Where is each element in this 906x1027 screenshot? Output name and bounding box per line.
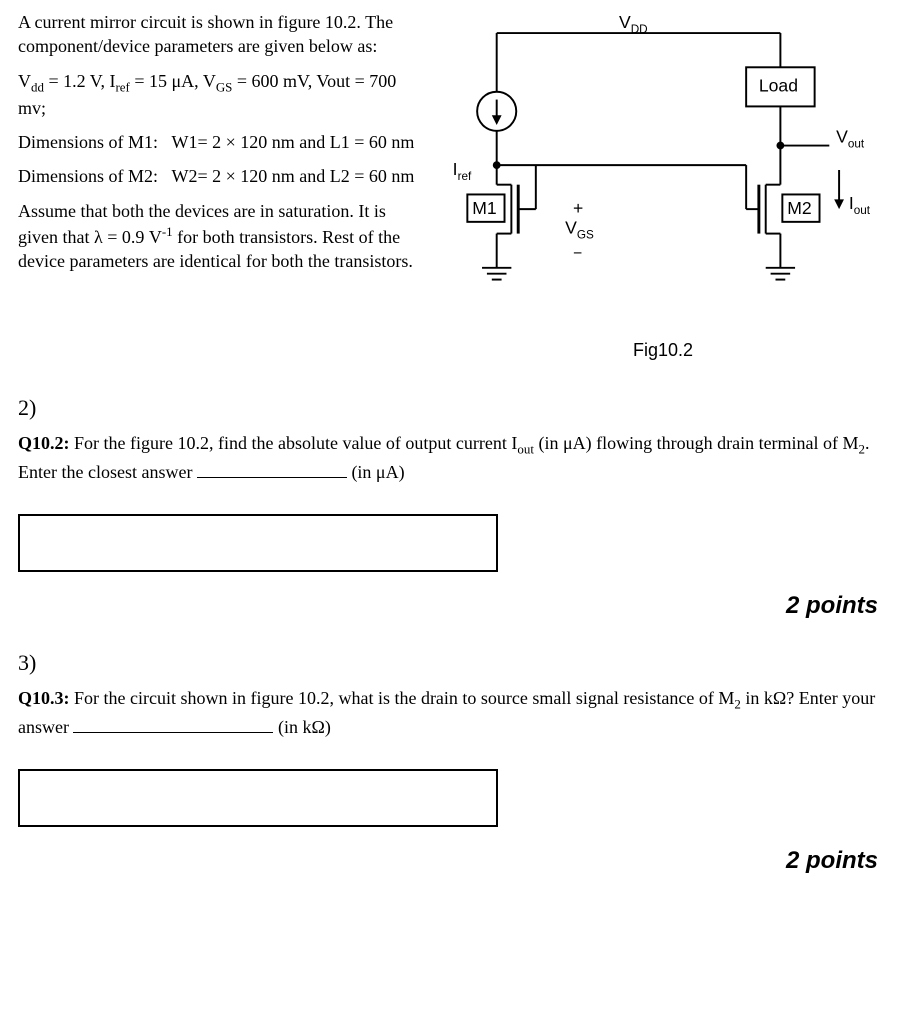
q2-text: For the figure 10.2, find the absolute v…	[18, 433, 870, 482]
q2-body: Q10.2: For the figure 10.2, find the abs…	[18, 430, 888, 486]
m2-label: M2	[787, 198, 811, 218]
q3-unit: (in kΩ)	[273, 717, 330, 737]
iout-label: Iout	[849, 193, 871, 217]
question-2: 2) Q10.2: For the figure 10.2, find the …	[18, 393, 888, 573]
q3-number: 3)	[18, 648, 888, 678]
iref-label: Iref	[453, 159, 472, 183]
circuit-svg: VDD Iref Load Vout	[438, 10, 888, 330]
q3-points: 2 points	[18, 845, 888, 877]
vgs-plus: +	[573, 198, 583, 218]
vout-label: Vout	[836, 127, 865, 151]
circuit-diagram: VDD Iref Load Vout	[438, 10, 888, 363]
intro-p1: A current mirror circuit is shown in fig…	[18, 10, 423, 59]
intro-p4: Dimensions of M2: W2= 2 × 120 nm and L2 …	[18, 164, 423, 188]
intro-p5: Assume that both the devices are in satu…	[18, 199, 423, 274]
question-3: 3) Q10.3: For the circuit shown in figur…	[18, 648, 888, 828]
q2-points: 2 points	[18, 590, 888, 622]
q2-blank	[197, 460, 347, 478]
figure-caption: Fig10.2	[438, 338, 888, 362]
q2-label: Q10.2:	[18, 433, 70, 453]
q2-number: 2)	[18, 393, 888, 423]
vgs-minus: −	[573, 245, 582, 262]
q3-body: Q10.3: For the circuit shown in figure 1…	[18, 685, 888, 741]
intro-p3: Dimensions of M1: W1= 2 × 120 nm and L1 …	[18, 130, 423, 154]
top-section: A current mirror circuit is shown in fig…	[18, 10, 888, 363]
q2-answer-input[interactable]	[18, 514, 498, 572]
intro-p2: Vdd = 1.2 V, Iref = 15 μA, VGS = 600 mV,…	[18, 69, 423, 120]
q3-blank	[73, 715, 273, 733]
q3-label: Q10.3:	[18, 688, 70, 708]
q2-unit: (in μA)	[347, 462, 405, 482]
load-label: Load	[759, 76, 798, 96]
vgs-label: VGS	[565, 218, 594, 242]
m1-label: M1	[472, 198, 496, 218]
q3-answer-input[interactable]	[18, 769, 498, 827]
problem-statement: A current mirror circuit is shown in fig…	[18, 10, 423, 363]
